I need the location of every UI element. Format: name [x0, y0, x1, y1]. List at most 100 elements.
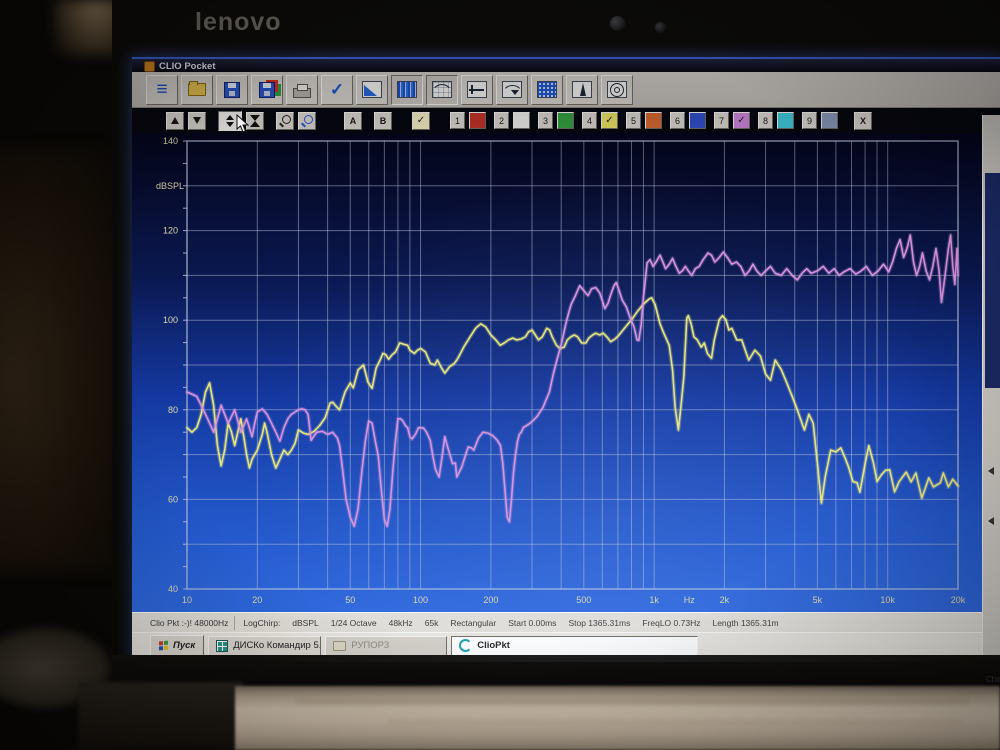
panel-arrow-icon[interactable] [988, 517, 994, 525]
overlay-checkbox[interactable] [412, 111, 430, 130]
desk-paper-roll [235, 686, 1000, 750]
curve-8-color-swatch[interactable] [777, 112, 794, 129]
frequency-response-view-button[interactable] [426, 74, 458, 105]
waterfall-view-button[interactable] [391, 74, 423, 105]
frequency-response-chart[interactable]: 40 60 80 100 120 140 dBSPL 10 20 50 100 200 500 1k 2k 5… [132, 133, 1000, 612]
window-title: CLIO Pocket [159, 61, 216, 72]
side-panel-label: Chirp [986, 675, 1000, 684]
polar-view-icon [607, 81, 627, 98]
apply-check-button[interactable] [321, 74, 353, 105]
desk-object-dark [78, 682, 243, 750]
menu-icon [156, 80, 167, 100]
resonance-view-button[interactable] [566, 74, 598, 105]
curve-6-button[interactable]: 6 [670, 112, 685, 129]
clio-c-icon [459, 639, 473, 652]
curve-7-color-swatch[interactable] [733, 112, 750, 129]
x-axis-label: 2k [720, 595, 730, 605]
taskbar-item-label: ДИСКо Командир 5.2 [233, 640, 322, 651]
curve-3-button[interactable]: 3 [538, 112, 553, 129]
window-titlebar[interactable]: CLIO Pocket [132, 57, 1000, 74]
taskbar-item-label: ClioPkt [477, 640, 510, 651]
impedance-view-button[interactable] [461, 74, 493, 105]
zoom-out-button[interactable] [298, 111, 316, 130]
curve-4-yellow [186, 297, 959, 504]
microphone-dot-icon [655, 22, 666, 33]
sweep-view-button[interactable] [496, 74, 528, 105]
compress-scale-button[interactable] [246, 111, 264, 130]
memory-b-button[interactable]: B [374, 111, 392, 130]
expand-scale-button[interactable] [218, 110, 242, 131]
curve-1-button[interactable]: 1 [450, 112, 465, 129]
curve-9-button[interactable]: 9 [802, 112, 817, 129]
status-bar: Clio Pkt :-)! 48000Hz LogChirp: dBSPL 1/24… [132, 612, 1000, 632]
save-button[interactable] [216, 74, 248, 105]
curve-5-color-swatch[interactable] [645, 112, 662, 129]
x-axis-label: 5k [813, 595, 823, 605]
print-button[interactable] [286, 74, 318, 105]
curve-2-color-swatch[interactable] [513, 112, 530, 129]
x-axis-unit-label: Hz [684, 595, 695, 605]
taskbar-item[interactable]: РУПОР3 [325, 635, 448, 656]
scroll-down-button[interactable] [188, 111, 206, 130]
folder-icon [333, 640, 347, 651]
status-field: 65k [424, 617, 439, 628]
zoom-out-icon [303, 115, 313, 124]
y-axis-label: 120 [163, 226, 178, 236]
scroll-up-button[interactable] [166, 111, 184, 130]
chart-background [132, 133, 1000, 612]
curve-5-button[interactable]: 5 [626, 112, 641, 129]
memory-a-button[interactable]: A [344, 111, 362, 130]
y-axis-label: 60 [168, 494, 178, 504]
zoom-in-icon [281, 115, 291, 124]
panel-arrow-icon[interactable] [988, 467, 994, 475]
taskbar-item-label: РУПОР3 [351, 640, 390, 651]
curve-3-color-swatch[interactable] [557, 112, 574, 129]
clear-curves-button[interactable]: X [854, 111, 872, 130]
x-axis-label: 1k [649, 595, 659, 605]
zoom-in-button[interactable] [276, 111, 294, 130]
taskbar-item[interactable]: ClioPkt [451, 635, 699, 656]
curve-4-button[interactable]: 4 [582, 112, 597, 129]
curve-4-color-swatch[interactable] [601, 112, 618, 129]
curve-7-button[interactable]: 7 [714, 112, 729, 129]
save-as-button[interactable] [251, 74, 283, 105]
apply-check-icon [330, 80, 344, 100]
curve-1-color-swatch[interactable] [469, 112, 486, 129]
x-axis-label: 100 [413, 595, 428, 605]
curve-6-color-swatch[interactable] [689, 112, 706, 129]
polar-view-button[interactable] [601, 74, 633, 105]
right-control-panel[interactable]: Chirp [982, 115, 1000, 684]
chart-canvas[interactable]: 40 60 80 100 120 140 dBSPL 10 20 50 100 200 500 1k 2k 5… [132, 133, 1000, 612]
triangle-up-icon [171, 117, 179, 124]
triangle-down-icon [193, 117, 201, 124]
curve-9-color-swatch[interactable] [821, 112, 838, 129]
mouse-cursor [236, 113, 250, 139]
curve-8-button[interactable]: 8 [758, 112, 773, 129]
app-grid-icon [216, 639, 229, 652]
curve-7-magenta [186, 234, 959, 528]
status-field: Start 0.00ms [508, 617, 557, 628]
open-file-button[interactable] [181, 74, 213, 105]
main-toolbar [132, 72, 1000, 108]
resonance-view-icon [572, 81, 592, 98]
start-button-label: Пуск [173, 640, 196, 651]
start-button[interactable]: Пуск [150, 634, 205, 657]
spectrogram-view-button[interactable] [531, 74, 563, 105]
status-field: Stop 1365.31ms [568, 617, 631, 628]
status-field: LogChirp: [243, 617, 281, 628]
status-field: dBSPL [292, 617, 319, 628]
open-file-icon [188, 81, 206, 96]
curve-2-button[interactable]: 2 [494, 112, 509, 129]
save-icon [224, 81, 240, 98]
sweep-view-icon [502, 81, 523, 98]
menu-button[interactable] [146, 74, 178, 105]
status-field: Rectangular [450, 617, 497, 628]
x-axis-label: 200 [483, 595, 498, 605]
taskbar-item[interactable]: ДИСКо Командир 5.2 [208, 635, 322, 656]
status-measurement-settings: LogChirp: dBSPL 1/24 Octave 48kHz 65k Rectang… [235, 618, 778, 628]
impulse-view-icon [362, 81, 382, 98]
print-icon [293, 83, 311, 98]
laptop-screen: CLIO Pocket AB 1 2 3 4 5 6 7 8 9 X 40 60 80 100 120 140… [132, 57, 1000, 684]
y-axis-label: 100 [163, 315, 178, 325]
impulse-view-button[interactable] [356, 74, 388, 105]
